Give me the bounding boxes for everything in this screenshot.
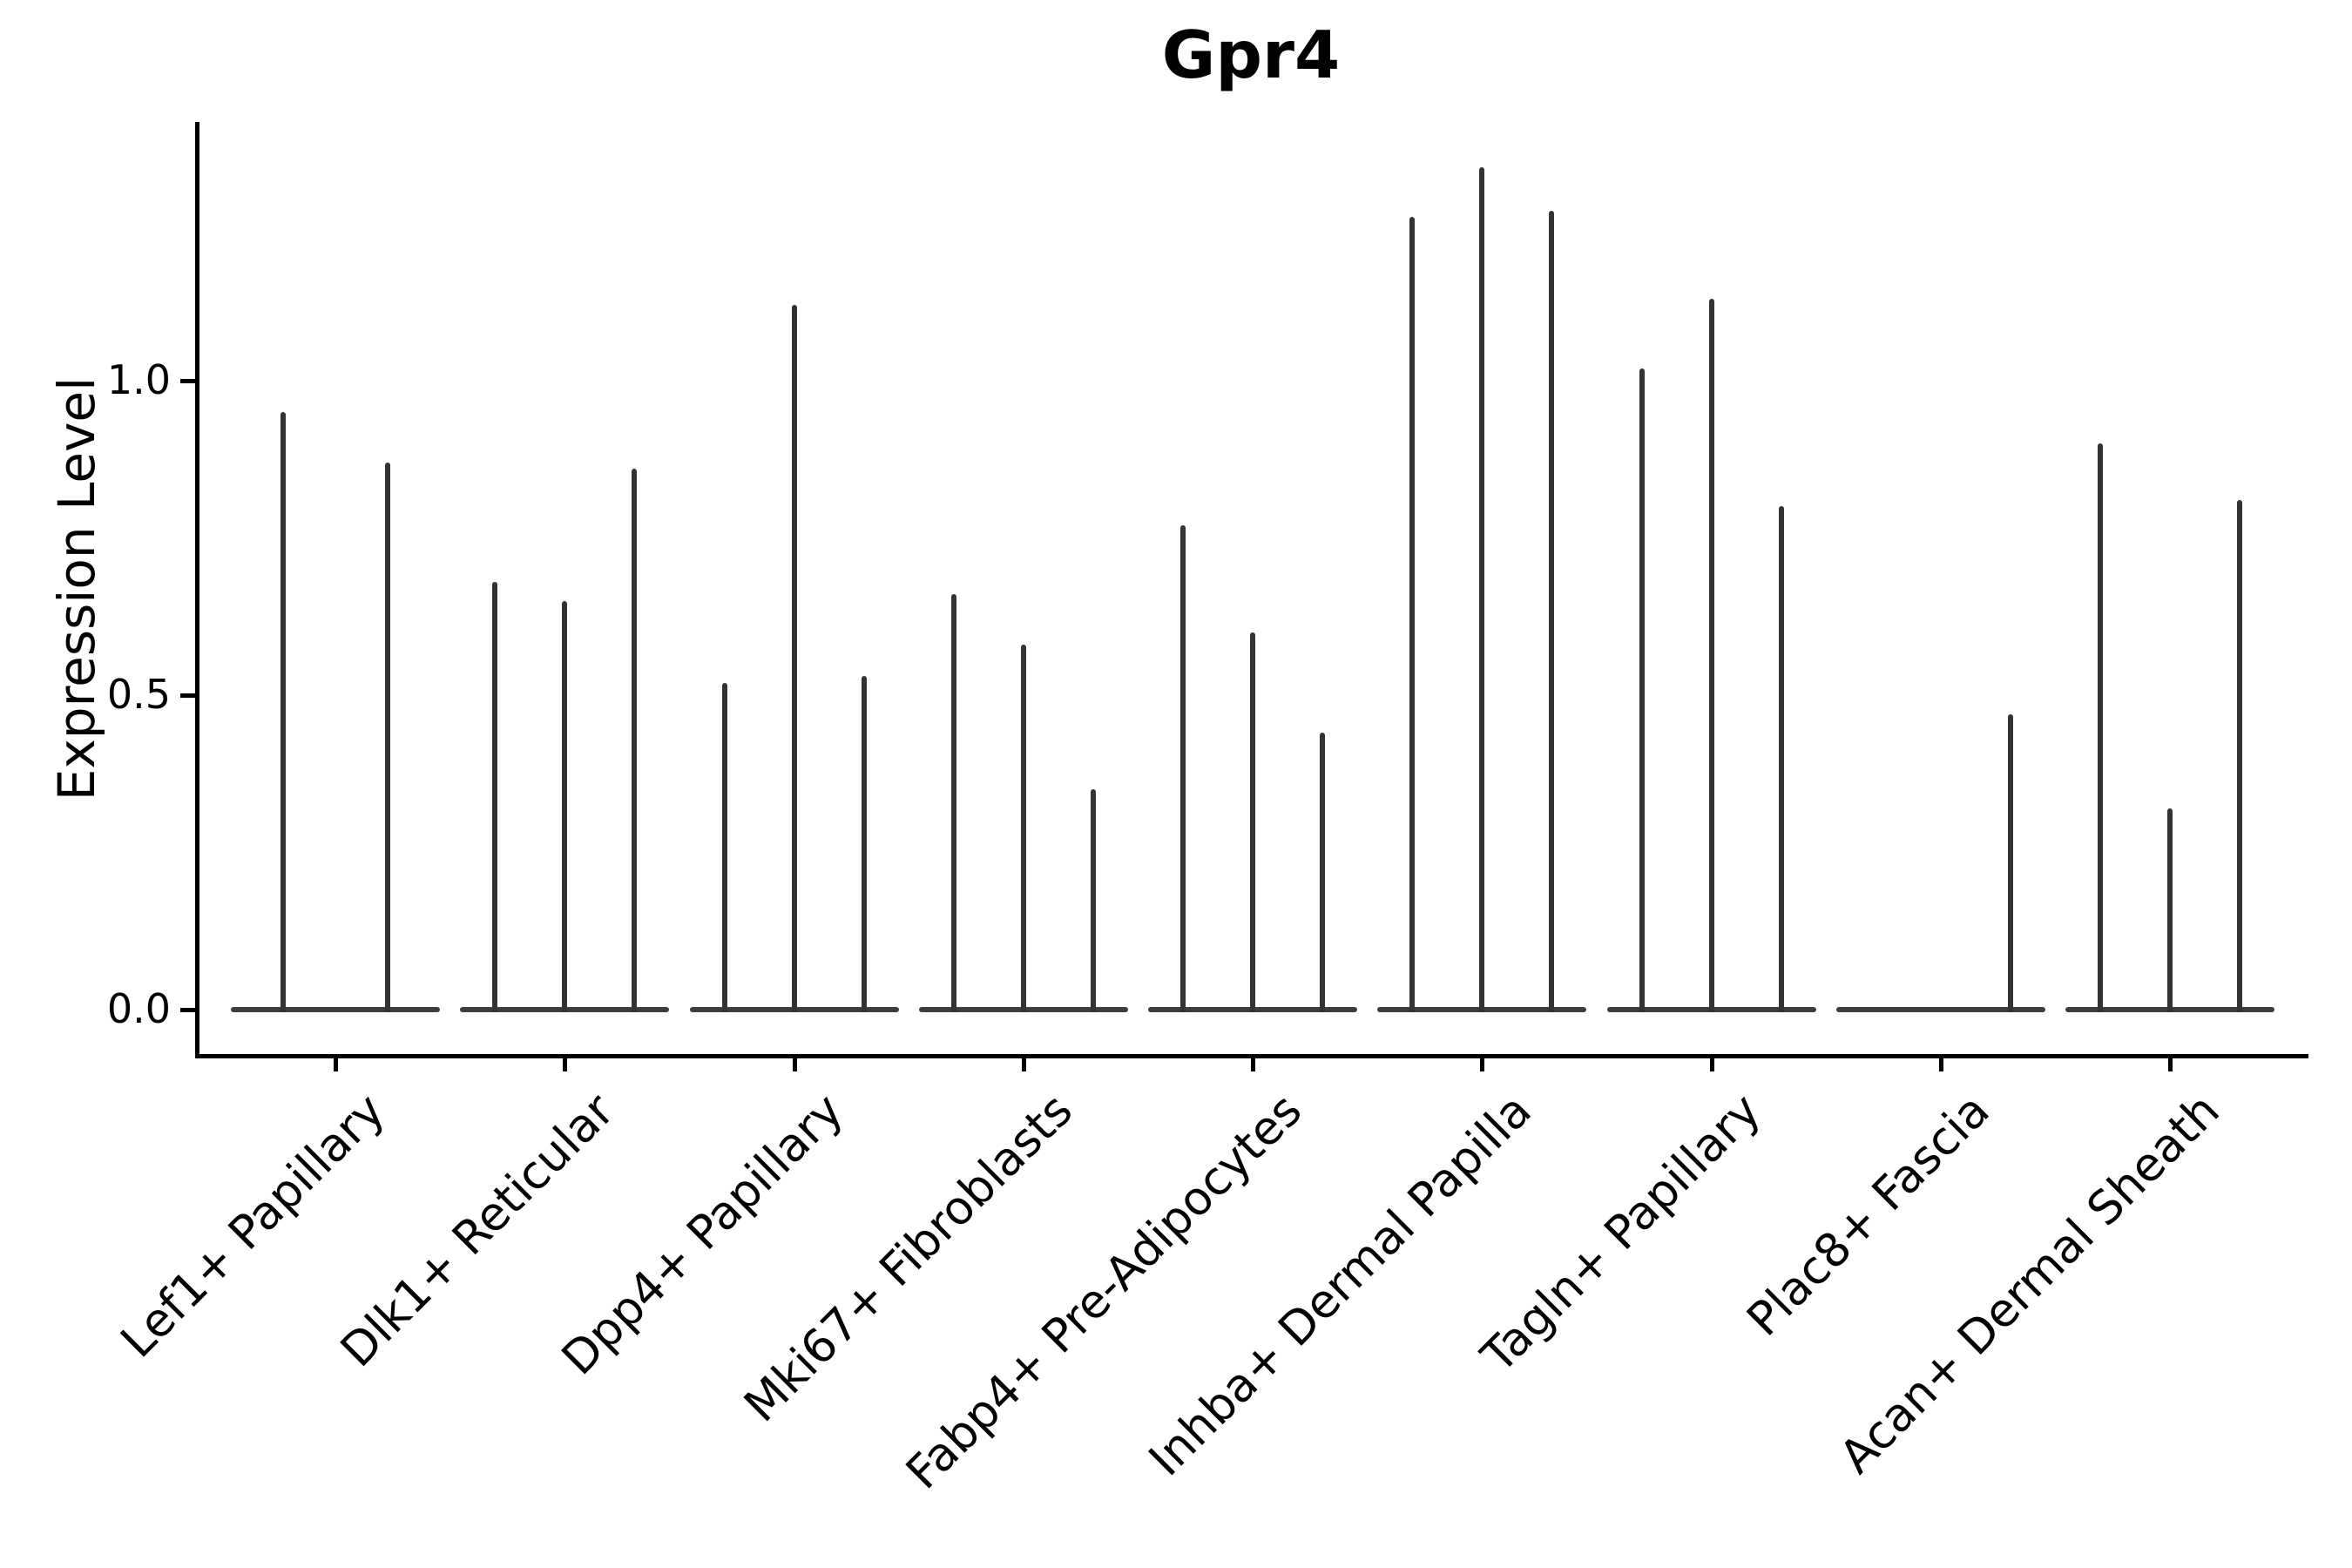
violin-spike — [1090, 789, 1096, 1012]
violin-spike — [2098, 443, 2103, 1012]
x-axis-spine — [195, 1054, 2308, 1058]
y-axis-label: Expression Level — [47, 376, 106, 801]
violin-spike — [280, 412, 286, 1012]
y-tick-mark — [180, 693, 195, 698]
violin-spike — [1479, 166, 1485, 1012]
x-tick-mark — [2168, 1058, 2173, 1071]
violin-spike — [950, 594, 956, 1012]
x-tick-label: Inhba+ Dermal Papilla — [1139, 1084, 1542, 1487]
y-tick-mark — [180, 1008, 195, 1012]
x-tick-label: Plac8+ Fascia — [1737, 1084, 2001, 1347]
violin-spike — [385, 462, 390, 1012]
x-tick-label: Acan+ Dermal Sheath — [1829, 1084, 2230, 1484]
violin-baseline — [231, 1007, 440, 1012]
violin-spike — [1250, 632, 1255, 1012]
x-tick-mark — [792, 1058, 797, 1071]
violin-spike — [791, 305, 797, 1012]
x-tick-label: Fabp4+ Pre-Adipocytes — [896, 1084, 1313, 1500]
violin-spike — [1708, 299, 1714, 1012]
violin-spike — [632, 469, 638, 1012]
x-tick-mark — [1021, 1058, 1026, 1071]
x-tick-mark — [334, 1058, 338, 1071]
chart-title: Gpr4 — [1161, 17, 1341, 93]
y-tick-label: 0.5 — [106, 671, 171, 719]
violin-spike — [1778, 506, 1784, 1012]
violin-spike — [1320, 733, 1325, 1012]
violin-spike — [1549, 211, 1555, 1012]
x-tick-mark — [563, 1058, 568, 1071]
violin-spike — [1639, 368, 1645, 1012]
violin-spike — [1020, 645, 1026, 1012]
violin-spike — [1180, 525, 1186, 1012]
violin-baseline — [1835, 1007, 2045, 1012]
y-tick-label: 0.0 — [106, 985, 171, 1033]
violin-spike — [492, 582, 498, 1012]
y-axis-spine — [195, 122, 199, 1058]
violin-spike — [2167, 808, 2173, 1012]
violin-spike — [1409, 217, 1416, 1012]
x-tick-mark — [1251, 1058, 1255, 1071]
violin-spike — [721, 682, 727, 1012]
x-tick-mark — [1938, 1058, 1943, 1071]
y-tick-mark — [180, 379, 195, 383]
y-tick-label: 1.0 — [106, 356, 171, 404]
x-tick-mark — [1480, 1058, 1485, 1071]
x-tick-mark — [1709, 1058, 1714, 1071]
violin-spike — [861, 676, 867, 1012]
violin-spike — [2237, 500, 2242, 1012]
violin-spike — [562, 600, 568, 1012]
violin-spike — [2007, 713, 2013, 1012]
